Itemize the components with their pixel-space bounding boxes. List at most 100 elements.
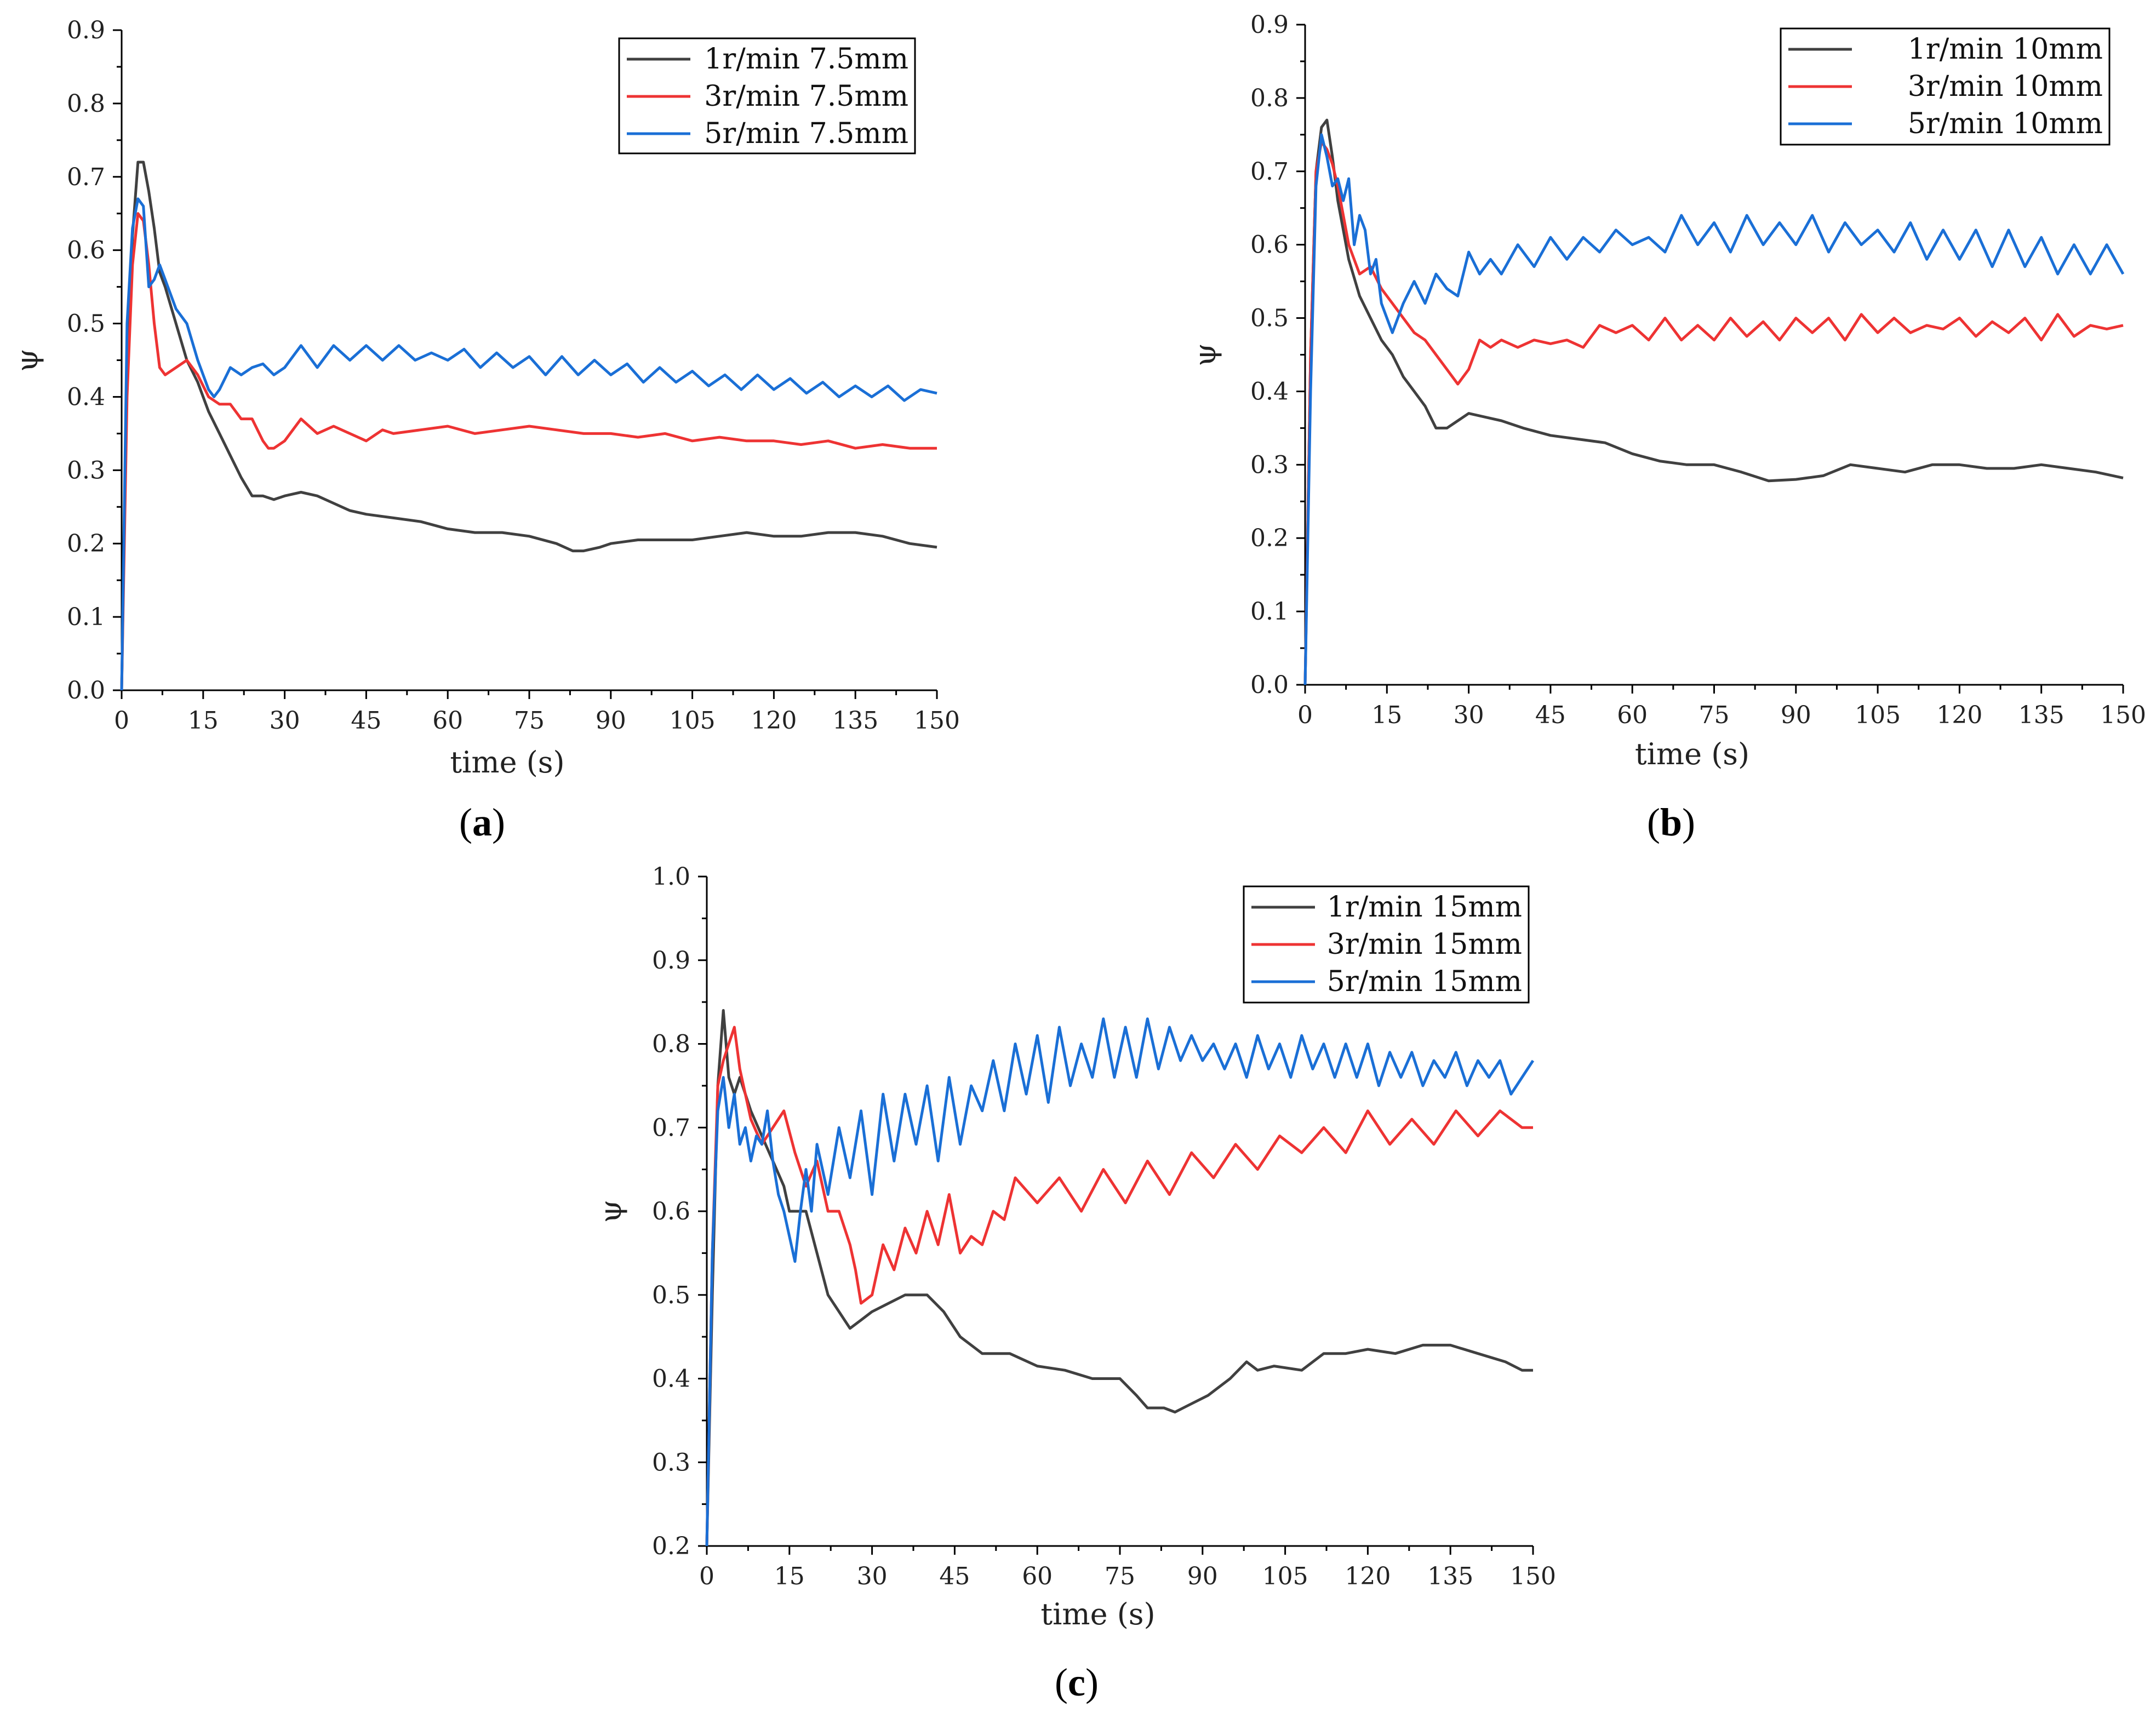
x-tick-label: 0 <box>1297 701 1313 729</box>
chart-panel-c: 0 15 30 45 60 75 90 105 120 135 150 0.2 0.3 0.4 0.5 0.6… <box>593 863 1556 1704</box>
x-tick-label: 0 <box>114 707 129 735</box>
y-tick-label: 0.7 <box>1250 158 1289 186</box>
y-tick-label: 0.9 <box>67 16 105 44</box>
x-tick-label: 45 <box>939 1562 970 1590</box>
y-tick-label: 0.4 <box>1250 377 1289 405</box>
x-tick-label: 30 <box>1454 701 1484 729</box>
panel-label: (a) <box>459 800 505 844</box>
x-tick-label: 60 <box>1617 701 1648 729</box>
y-tick-label: 0.3 <box>652 1448 690 1476</box>
x-axis-title: time (s) <box>1040 1597 1155 1631</box>
y-tick-label: 0.3 <box>1250 451 1289 479</box>
legend: 1r/min 15mm 3r/min 15mm 5r/min 15mm <box>1243 885 1530 1004</box>
y-tick-label: 0.8 <box>67 90 105 118</box>
legend-entry-label: 1r/min 15mm <box>1327 891 1522 924</box>
x-tick-label: 105 <box>670 707 716 735</box>
x-tick-label: 30 <box>857 1562 888 1590</box>
y-tick-label: 0.0 <box>1250 671 1289 699</box>
x-tick-label: 150 <box>1510 1562 1556 1590</box>
x-tick-label: 105 <box>1262 1562 1308 1590</box>
series-line-1 <box>1303 118 2124 685</box>
legend-entry-label: 5r/min 10mm <box>1908 107 2103 140</box>
y-tick-label: 0.0 <box>67 677 105 705</box>
y-tick-label: 0.5 <box>67 310 105 338</box>
legend-entry-label: 5r/min 15mm <box>1327 965 1522 998</box>
series-line-1 <box>120 161 937 691</box>
chart-panel-a: 0 15 30 45 60 75 90 105 120 135 150 0.0 0.1 0.2 0.3 0.4… <box>10 16 960 844</box>
y-tick-label: 0.6 <box>652 1198 690 1225</box>
x-tick-label: 75 <box>514 707 545 735</box>
panel-label-close-paren: ) <box>1085 1660 1099 1704</box>
x-tick-label: 15 <box>774 1562 805 1590</box>
y-tick-label: 0.2 <box>652 1532 690 1560</box>
x-tick-label: 90 <box>596 707 626 735</box>
y-axis-title: ψ <box>1188 343 1222 366</box>
y-tick-label: 0.4 <box>652 1365 690 1393</box>
series-line-3 <box>1303 133 2125 685</box>
x-tick-label: 60 <box>1022 1562 1053 1590</box>
x-tick-label: 150 <box>2100 701 2146 729</box>
y-tick-label: 0.5 <box>652 1281 690 1309</box>
y-tick-label: 0.1 <box>1250 598 1289 626</box>
panel-label-open-paren: ( <box>1647 800 1660 844</box>
series-line-3 <box>705 1017 1535 1547</box>
series-line-2 <box>705 1026 1533 1547</box>
x-tick-label: 45 <box>1535 701 1566 729</box>
x-tick-label: 15 <box>1371 701 1402 729</box>
x-tick-label: 45 <box>351 707 381 735</box>
x-tick-label: 15 <box>188 707 219 735</box>
x-tick-label: 0 <box>699 1562 714 1590</box>
panels-container: 0 15 30 45 60 75 90 105 120 135 1500.00.10.20.30.4… <box>10 11 2146 1704</box>
x-tick-label: 120 <box>1936 701 1982 729</box>
panel-label-letter: a <box>472 800 492 844</box>
y-axis-title: ψ <box>10 348 44 371</box>
x-tick-label: 135 <box>2018 701 2065 729</box>
legend-entry-label: 5r/min 7.5mm <box>704 117 908 150</box>
series-line-2 <box>120 212 937 691</box>
x-axis-title: time (s) <box>450 745 564 780</box>
x-tick-label: 30 <box>270 707 300 735</box>
y-tick-label: 0.2 <box>1250 524 1289 552</box>
legend-entry-label: 1r/min 7.5mm <box>704 43 908 76</box>
legend-entry-label: 3r/min 7.5mm <box>704 80 908 113</box>
panel-label-open-paren: ( <box>1055 1660 1068 1704</box>
y-tick-label: 0.8 <box>1250 84 1289 112</box>
panel-label: (c) <box>1055 1660 1099 1704</box>
y-tick-label: 0.9 <box>1250 11 1289 39</box>
x-tick-label: 135 <box>832 707 878 735</box>
panel-label-open-paren: ( <box>459 800 472 844</box>
x-tick-label: 75 <box>1699 701 1730 729</box>
panel-label-close-paren: ) <box>492 800 505 844</box>
y-tick-label: 0.6 <box>1250 231 1289 259</box>
x-tick-label: 150 <box>914 707 960 735</box>
y-tick-label: 0.7 <box>67 163 105 191</box>
y-tick-label: 0.6 <box>67 237 105 265</box>
y-tick-label: 0.1 <box>67 603 105 631</box>
x-tick-label: 105 <box>1855 701 1901 729</box>
x-axis-title: time (s) <box>1635 737 1749 771</box>
y-tick-label: 0.8 <box>652 1030 690 1058</box>
panel-label: (b) <box>1647 800 1695 844</box>
panel-label-letter: b <box>1660 800 1682 844</box>
panel-label-close-paren: ) <box>1682 800 1695 844</box>
y-tick-label: 0.7 <box>652 1114 690 1142</box>
legend-entry-label: 3r/min 15mm <box>1327 928 1522 961</box>
chart-panel-b: 0 15 30 45 60 75 90 105 120 135 150 0.0 0.1 0.2 0.3 0.4… <box>1188 11 2146 844</box>
y-tick-label: 0.5 <box>1250 305 1289 333</box>
y-tick-label: 1.0 <box>652 863 690 891</box>
y-tick-label: 0.9 <box>652 947 690 975</box>
y-tick-label: 0.2 <box>67 530 105 558</box>
legend: 1r/min 7.5mm 3r/min 7.5mm 5r/min 7.5mm <box>618 37 916 154</box>
legend-entry-label: 1r/min 10mm <box>1908 33 2103 66</box>
x-tick-label: 60 <box>432 707 463 735</box>
x-tick-label: 120 <box>751 707 797 735</box>
legend: 1r/min 10mm 3r/min 10mm 5r/min 10mm <box>1780 27 2111 146</box>
y-tick-label: 0.3 <box>67 456 105 484</box>
series-line-1 <box>705 1009 1533 1547</box>
x-tick-label: 90 <box>1187 1562 1218 1590</box>
panel-label-letter: c <box>1068 1660 1085 1704</box>
x-tick-label: 120 <box>1345 1562 1391 1590</box>
legend-entry-label: 3r/min 10mm <box>1908 70 2103 103</box>
y-axis-title: ψ <box>593 1200 628 1223</box>
